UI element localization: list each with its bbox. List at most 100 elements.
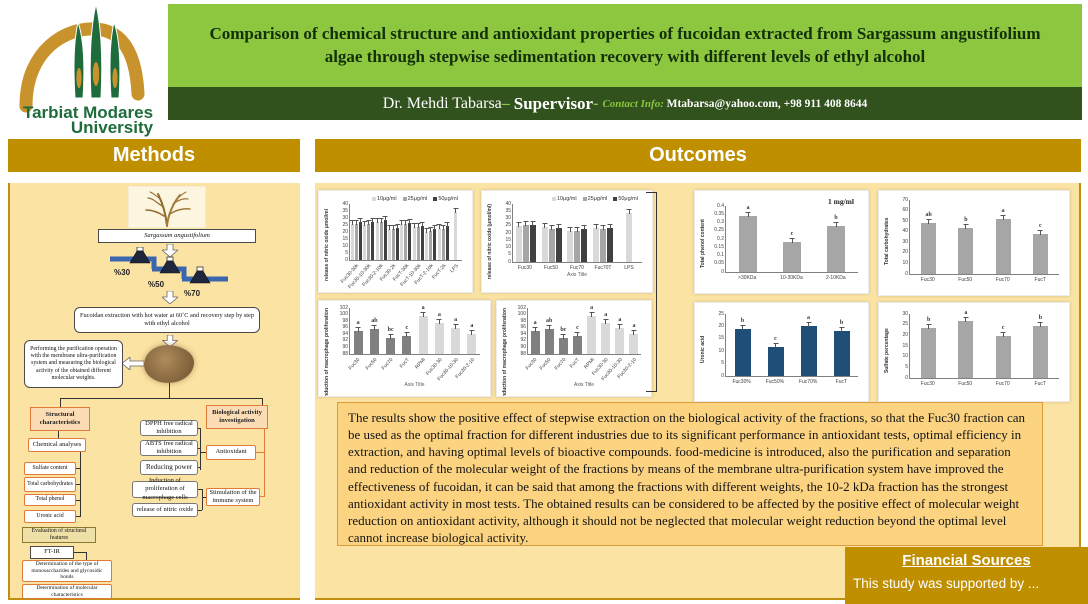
bar: a: [601, 312, 611, 354]
error-bar: [833, 221, 839, 227]
legend-label: 50μg/ml: [618, 196, 638, 202]
y-tick-label: 30: [342, 214, 348, 221]
financial-sources-box: Financial Sources This study was support…: [845, 547, 1088, 604]
bar-group: b: [910, 317, 947, 378]
biological-activity-header: Biological activity investigation: [206, 405, 268, 429]
error-bar: [523, 221, 529, 226]
bar: [424, 228, 430, 260]
y-tick-label: 0: [905, 374, 908, 381]
reducing-power-box: Reducing power: [140, 460, 198, 475]
y-tick-label: 20: [902, 249, 908, 256]
y-tick-label: 50: [902, 217, 908, 224]
error-bar: [626, 209, 632, 214]
bar: [428, 227, 434, 260]
connector-line: [200, 428, 201, 470]
tree-center: [112, 68, 118, 88]
bar-group: b: [814, 215, 858, 272]
flow-box-extraction: Fucoidan extraction with hot water at 60…: [74, 307, 260, 333]
significance-letter: c: [790, 231, 794, 238]
significance-letter: ab: [925, 212, 932, 219]
error-bar: [789, 238, 795, 243]
bar-group: [362, 218, 376, 260]
plot-area: 0 0.05 0.1 0.15 0.2 0.25 0.3 0.35 0.4 a c b >30KDa 10…: [714, 203, 858, 281]
bar-group: a: [599, 312, 613, 354]
connector-line: [260, 496, 264, 497]
category-label: Fuc70: [570, 265, 584, 271]
erlenmeyer-flask-icon: [189, 266, 211, 284]
connector-line: [58, 431, 59, 438]
y-tick-label: 0.15: [714, 243, 724, 250]
legend-marker: [551, 197, 556, 201]
bar: [600, 224, 607, 262]
y-tick-label: 0.05: [714, 260, 724, 267]
outcomes-panel: 10μg/ml 25μg/ml 50μg/ml release of nitric o…: [315, 183, 1081, 600]
error-bar: [362, 221, 368, 226]
bar: [436, 223, 442, 260]
arrow-down-icon: [162, 335, 178, 347]
macrophage-proliferation-box: Induction of proliferation of macrophage…: [132, 477, 198, 501]
bar: [407, 218, 413, 260]
grouping-bracket: [646, 192, 657, 392]
significance-letter: a: [454, 316, 458, 323]
bar: b: [833, 320, 850, 376]
legend-label: 25μg/ml: [407, 196, 428, 202]
error-bar: [355, 327, 361, 332]
flow-box-algae-name: Sargassum angustifolium: [98, 229, 256, 243]
error-bar: [432, 225, 438, 230]
bar: [399, 220, 405, 260]
y-tick-label: 30: [902, 310, 908, 317]
bar-group: a: [448, 317, 464, 354]
error-bar: [556, 223, 562, 229]
bar-group: ab: [542, 318, 556, 354]
bar-group: ab: [910, 212, 947, 274]
bar-group: [387, 223, 401, 260]
bar: b: [958, 217, 974, 274]
financial-sources-title: Financial Sources: [902, 552, 1031, 569]
y-tick-label: 0: [721, 372, 724, 379]
bar-group: [349, 218, 363, 260]
bar: [440, 224, 446, 260]
seaweed-image: [128, 186, 206, 228]
bar: b: [1032, 315, 1048, 378]
connector-line: [202, 489, 203, 510]
connector-line: [198, 489, 202, 490]
y-axis-label: Total carbohydrates: [884, 217, 890, 266]
bar: [382, 216, 388, 260]
supervisor-role: Supervisor: [513, 93, 594, 113]
chart-body: Induction of macrophage proliferation 88 9…: [323, 305, 484, 396]
y-tick-label: 5: [345, 249, 348, 256]
uronic-acid-box: Uronic acid: [24, 510, 76, 523]
bar: ab: [369, 318, 379, 354]
bar: [411, 223, 417, 260]
significance-letter: c: [405, 324, 409, 331]
bar-group: [539, 223, 565, 262]
error-bar: [453, 323, 459, 329]
bar: a: [587, 305, 597, 354]
bar-group: [411, 222, 425, 260]
chart-body: Total carbohydrates 0 10 20 30 40 50 60 70 ab b a c F…: [883, 197, 1063, 283]
error-bar: [963, 223, 969, 229]
bar: [522, 221, 529, 262]
nitric-oxide-release-box: release of nitric oxide: [132, 503, 198, 517]
bar: a: [467, 323, 477, 354]
bar: c: [767, 336, 784, 376]
connector-line: [74, 552, 86, 553]
y-axis-label: Induction of macrophage proliferation: [502, 308, 508, 397]
error-bar: [1037, 229, 1043, 235]
category-label: Fuc30: [920, 277, 935, 283]
error-bar: [926, 219, 932, 224]
chart-uronic-acid: Uronic acid 0 5 10 15 20 25 b c a b Fuc30% Fuc50% Fuc…: [694, 302, 869, 402]
category-labels: >30KDa 10-30KDa 2-10KDa: [725, 273, 858, 281]
bar: [374, 217, 380, 260]
bar: [529, 221, 536, 262]
chart-title: 1 mg/ml: [827, 197, 854, 206]
error-bar: [424, 228, 430, 233]
bar: a: [995, 208, 1011, 274]
connector-line: [60, 398, 61, 407]
bar: [366, 220, 372, 260]
financial-sources-body: This study was supported by ...: [853, 576, 1040, 591]
bar: a: [530, 320, 540, 354]
significance-letter: b: [926, 316, 931, 323]
category-label: Fuc30-2-10: [454, 357, 477, 381]
bar: [391, 224, 397, 260]
